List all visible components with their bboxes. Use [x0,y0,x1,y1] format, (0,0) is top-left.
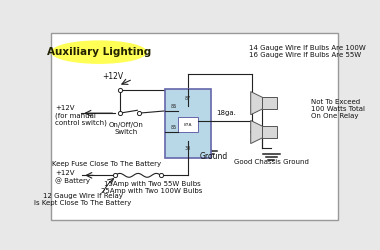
Polygon shape [251,120,263,144]
Text: Not To Exceed
100 Watts Total
On One Relay: Not To Exceed 100 Watts Total On One Rel… [311,99,365,119]
Bar [165,89,211,158]
Text: +12V
@ Battery: +12V @ Battery [55,170,90,184]
Text: 87A: 87A [184,123,192,127]
Text: Keep Fuse Close To The Battery: Keep Fuse Close To The Battery [52,161,161,167]
Text: +12V
(for manual
control switch): +12V (for manual control switch) [55,105,107,126]
Bar [263,98,277,109]
Bar [178,117,198,132]
Text: 85: 85 [170,125,177,130]
Text: 18ga.: 18ga. [216,110,236,116]
Ellipse shape [52,41,146,63]
Text: 12 Gauge Wire If Relay
Is Kept Close To The Battery: 12 Gauge Wire If Relay Is Kept Close To … [34,193,131,206]
Text: +12V: +12V [102,72,123,81]
Text: On/Off/On
Switch: On/Off/On Switch [109,122,144,135]
Text: 87: 87 [185,96,191,101]
Text: 15Amp with Two 55W Bulbs
25Amp with Two 100W Bulbs: 15Amp with Two 55W Bulbs 25Amp with Two … [101,180,203,194]
Text: 14 Gauge Wire If Bulbs Are 100W
16 Gauge Wire If Bulbs Are 55W: 14 Gauge Wire If Bulbs Are 100W 16 Gauge… [249,46,366,59]
Text: Good Chassis Ground: Good Chassis Ground [234,159,309,165]
Text: Ground: Ground [200,152,228,161]
Text: 30: 30 [185,146,191,151]
Text: Auxiliary Lighting: Auxiliary Lighting [47,47,151,57]
Text: 86: 86 [170,104,177,109]
Bar [263,126,277,138]
Polygon shape [251,92,263,115]
